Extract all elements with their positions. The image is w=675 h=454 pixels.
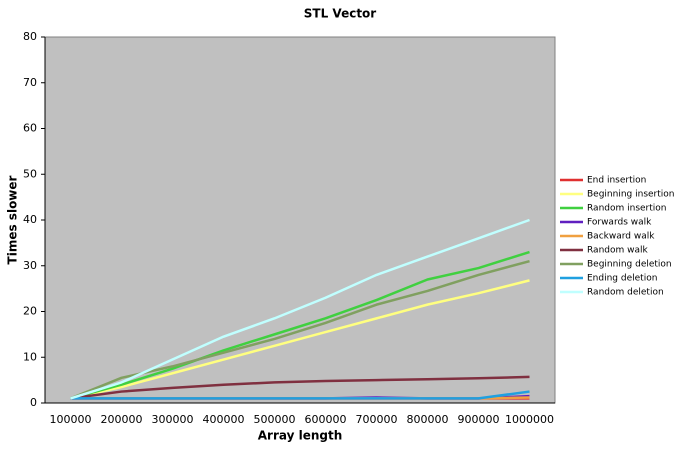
x-tick-label: 1000000 <box>505 413 554 426</box>
y-tick-label: 50 <box>23 167 37 180</box>
y-tick-label: 30 <box>23 259 37 272</box>
legend-label: Beginning deletion <box>587 260 672 270</box>
legend-label: Beginning insertion <box>587 190 674 200</box>
x-tick-label: 600000 <box>305 413 347 426</box>
y-tick-label: 0 <box>30 396 37 409</box>
legend-label: Random walk <box>587 246 648 256</box>
x-axis-label: Array length <box>258 429 343 443</box>
y-tick-label: 60 <box>23 122 37 135</box>
series-line <box>70 218 530 400</box>
series-line <box>70 250 530 400</box>
x-tick-label: 800000 <box>407 413 449 426</box>
plot-area <box>44 36 556 404</box>
x-tick-label: 500000 <box>254 413 296 426</box>
series-line <box>70 390 530 400</box>
x-tick-label: 900000 <box>458 413 500 426</box>
y-tick-label: 10 <box>23 350 37 363</box>
x-tick-label: 400000 <box>203 413 245 426</box>
x-tick-label: 200000 <box>101 413 143 426</box>
y-tick-label: 70 <box>23 76 37 89</box>
y-tick-label: 40 <box>23 213 37 226</box>
y-axis-label: Times slower <box>6 175 20 264</box>
legend-label: Random insertion <box>587 204 667 214</box>
x-tick-label: 300000 <box>152 413 194 426</box>
series-line <box>70 375 530 400</box>
legend-label: Ending deletion <box>587 274 657 284</box>
legend-label: End insertion <box>587 176 646 186</box>
chart-title: STL Vector <box>304 7 377 21</box>
x-tick-label: 100000 <box>50 413 92 426</box>
y-tick-label: 20 <box>23 305 37 318</box>
legend-label: Random deletion <box>587 288 664 298</box>
series-line <box>70 279 530 400</box>
legend-label: Backward walk <box>587 232 655 242</box>
legend-label: Forwards walk <box>587 218 652 228</box>
x-tick-label: 700000 <box>356 413 398 426</box>
y-tick-label: 80 <box>23 30 37 43</box>
